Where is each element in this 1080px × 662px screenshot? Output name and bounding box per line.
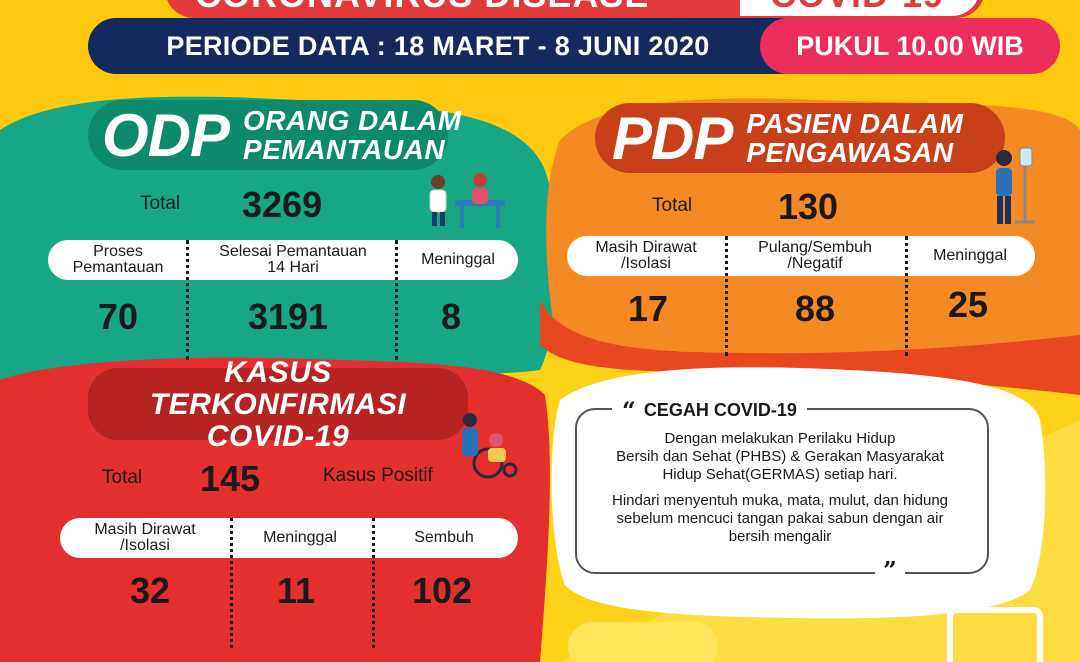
patient-iv-illustration xyxy=(996,147,1035,224)
cegah-text: Dengan melakukan Perilaku Hidup Bersih d… xyxy=(585,430,975,554)
kasus-title-line2: COVID-19 xyxy=(206,420,350,453)
cegah-footer: ” xyxy=(875,556,905,585)
kasus-total-value: 145 xyxy=(200,458,261,499)
odp-subtitle-line1: ORANG DALAM xyxy=(243,105,462,136)
odp-proses-value: 70 xyxy=(97,296,139,337)
odp-col-meninggal: Meninggal xyxy=(421,251,495,268)
odp-subtitle: ORANG DALAM PEMANTAUAN xyxy=(243,106,462,164)
kasus-divider-2 xyxy=(372,518,375,648)
odp-header-row: Proses Pemantauan Selesai Pemantauan 14 Ha… xyxy=(48,240,518,280)
kasus-col-meninggal: Meninggal xyxy=(263,529,337,546)
main-title-covid: COVID-19 xyxy=(770,0,944,16)
pdp-sembuh-value: 88 xyxy=(794,288,836,329)
kasus-meninggal-value: 11 xyxy=(276,570,316,611)
kasus-divider-1 xyxy=(230,518,233,648)
odp-divider-1 xyxy=(186,240,189,360)
odp-title: ODP ORANG DALAM PEMANTAUAN xyxy=(102,100,462,170)
kasus-total-label: Total xyxy=(102,467,143,488)
wheelchair-illustration xyxy=(462,413,518,479)
pdp-col-meninggal: Meninggal xyxy=(933,247,1007,264)
pdp-header-row: Masih Dirawat/Isolasi Pulang/Sembuh/Nega… xyxy=(567,236,1035,276)
pdp-col-sembuh: Pulang/Sembuh/Negatif xyxy=(758,239,872,272)
kasus-dirawat-value: 32 xyxy=(129,570,171,611)
doctor-patient-illustration xyxy=(429,173,505,228)
kasus-title-line1: KASUS TERKONFIRMASI xyxy=(149,356,407,421)
kasus-positif-label: Kasus Positif xyxy=(323,465,433,486)
odp-selesai-value: 3191 xyxy=(247,296,329,337)
kasus-sembuh-value: 102 xyxy=(411,570,473,611)
periode-bar: PERIODE DATA : 18 MARET - 8 JUNI 2020 xyxy=(88,18,788,74)
cegah-box xyxy=(575,408,989,574)
pukul-text: PUKUL 10.00 WIB xyxy=(796,30,1024,61)
pdp-total-value: 130 xyxy=(778,186,839,227)
odp-subtitle-line2: PEMANTAUAN xyxy=(243,134,446,165)
pdp-divider-2 xyxy=(905,236,908,356)
cegah-title: CEGAH COVID-19 xyxy=(643,400,797,420)
cegah-paragraph-1: Dengan melakukan Perilaku Hidup Bersih d… xyxy=(616,430,944,483)
kasus-title: KASUS TERKONFIRMASI COVID-19 xyxy=(92,357,464,453)
pdp-subtitle-line1: PASIEN DALAM xyxy=(746,108,964,139)
cegah-paragraph-2: Hindari menyentuh muka, mata, mulut, dan… xyxy=(611,492,949,545)
pdp-meninggal-value: 25 xyxy=(947,284,989,325)
pdp-dirawat-value: 17 xyxy=(627,288,669,329)
pdp-divider-1 xyxy=(725,236,728,356)
periode-text: PERIODE DATA : 18 MARET - 8 JUNI 2020 xyxy=(166,30,710,61)
kasus-header-row: Masih Dirawat/Isolasi Meninggal Sembuh xyxy=(60,518,518,558)
quote-open-icon: “ xyxy=(622,396,636,425)
pdp-col-dirawat: Masih Dirawat/Isolasi xyxy=(595,239,697,272)
pdp-subtitle-line2: PENGAWASAN xyxy=(746,137,954,168)
pdp-title: PDP PASIEN DALAM PENGAWASAN xyxy=(612,103,963,173)
pukul-badge: PUKUL 10.00 WIB xyxy=(760,18,1060,74)
pdp-abbr: PDP xyxy=(612,104,733,172)
odp-total-value: 3269 xyxy=(242,184,323,225)
top-banner-accent xyxy=(740,0,980,16)
kasus-col-dirawat: Masih Dirawat/Isolasi xyxy=(94,521,196,554)
odp-col-proses: Proses Pemantauan xyxy=(72,243,164,276)
odp-total-label: Total xyxy=(140,193,181,214)
odp-meninggal-value: 8 xyxy=(440,296,462,337)
kasus-col-sembuh: Sembuh xyxy=(414,529,474,546)
odp-abbr: ODP xyxy=(102,101,230,169)
odp-col-selesai: Selesai Pemantauan 14 Hari xyxy=(219,243,367,276)
cegah-header: “ CEGAH COVID-19 xyxy=(612,396,807,425)
pdp-total-label: Total xyxy=(652,195,693,216)
pdp-subtitle: PASIEN DALAM PENGAWASAN xyxy=(746,109,963,167)
odp-divider-2 xyxy=(395,240,398,360)
quote-close-icon: ” xyxy=(883,556,897,585)
main-title: CORONAVIRUS DISEASE xyxy=(195,0,649,16)
